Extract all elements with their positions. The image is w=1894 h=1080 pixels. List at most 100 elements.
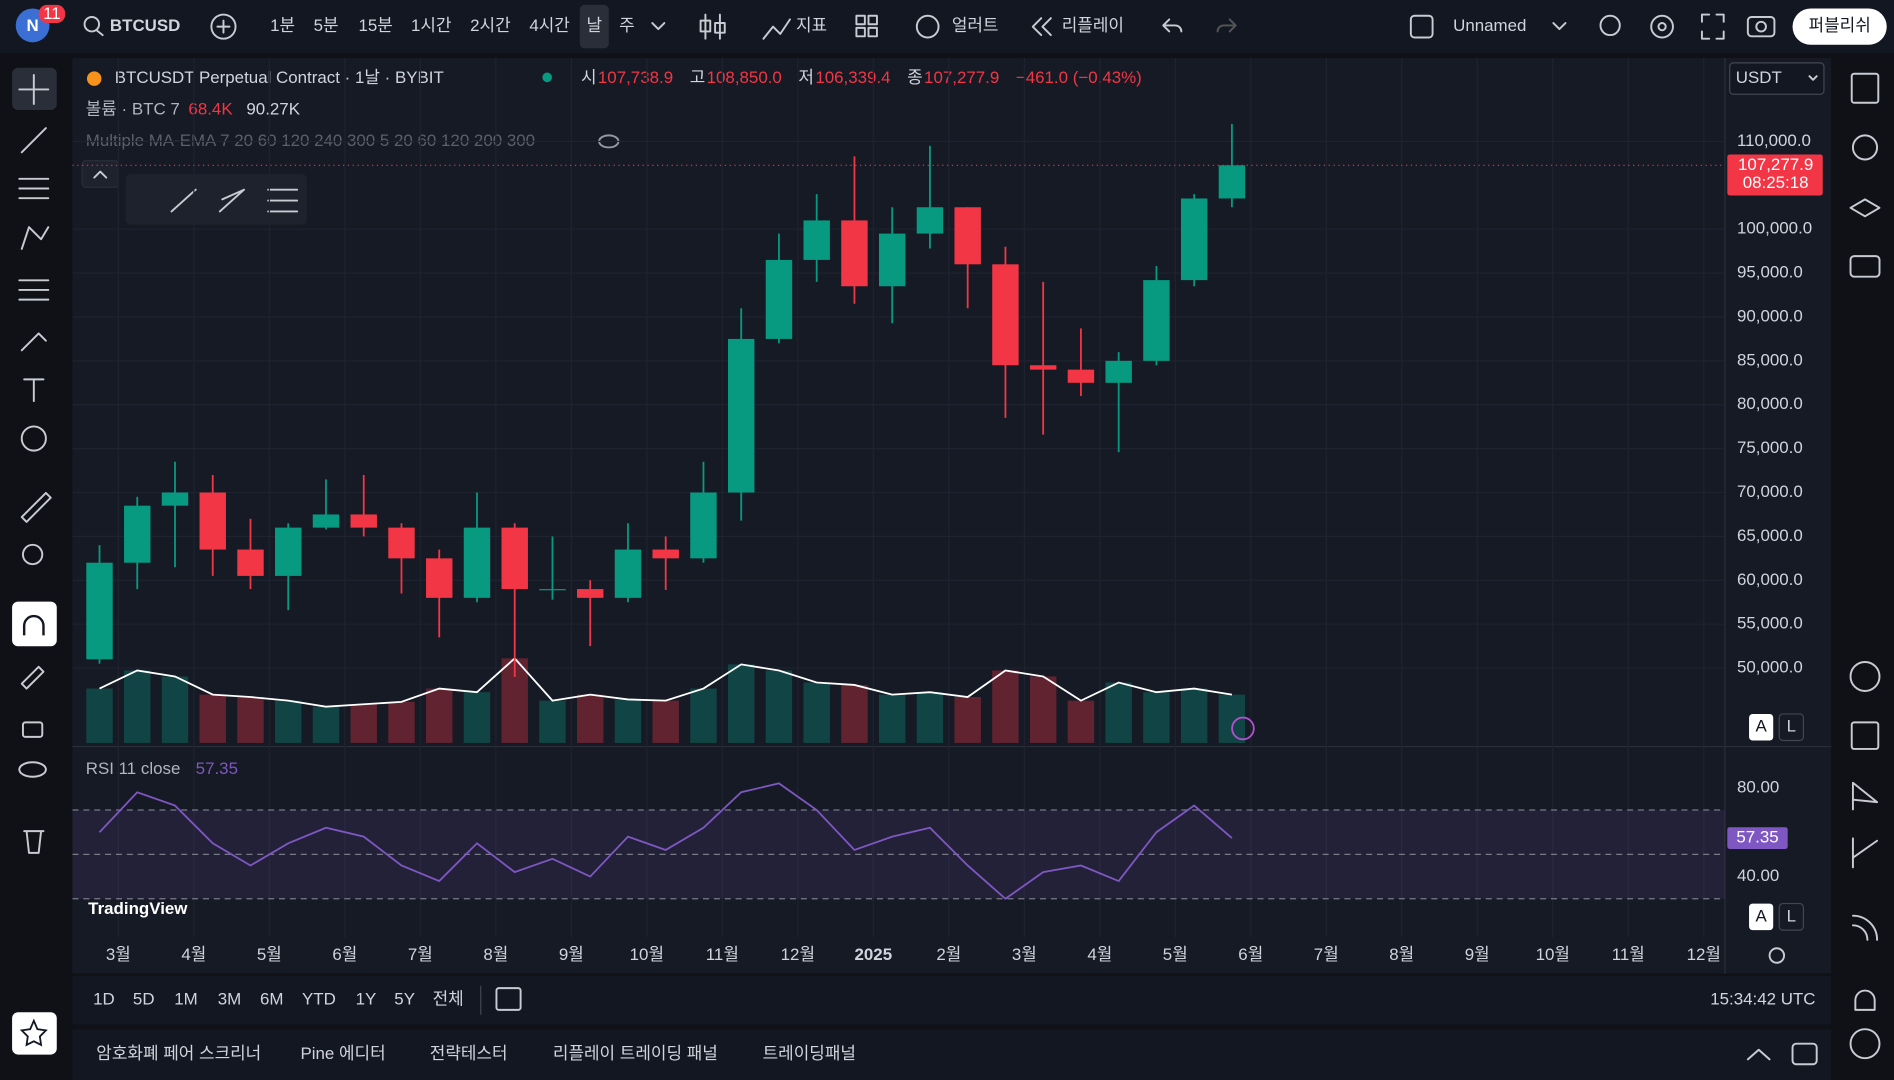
open-value: 107,738.9: [598, 68, 673, 87]
layout-icon[interactable]: [1409, 14, 1434, 39]
alerts-panel[interactable]: [1851, 134, 1879, 161]
notifications[interactable]: [1854, 989, 1876, 1011]
price-tag-label: 107,277.9: [1738, 155, 1813, 174]
magnet-tool[interactable]: [12, 601, 57, 647]
range-button[interactable]: 전체: [433, 990, 464, 1009]
volume-bar: [237, 697, 264, 743]
x-tick-label: 4월: [181, 945, 206, 964]
prediction-tool[interactable]: [18, 279, 50, 301]
interval[interactable]: 4시간: [529, 16, 570, 35]
x-tick-label: 8월: [483, 945, 508, 964]
range-button[interactable]: 3M: [218, 990, 242, 1009]
log-scale[interactable]: [1778, 713, 1805, 742]
draw-mode[interactable]: [20, 665, 45, 690]
panel-tab[interactable]: 트레이딩패널: [763, 1044, 856, 1063]
alerts[interactable]: 얼러트: [952, 16, 999, 35]
help[interactable]: [1849, 1028, 1881, 1060]
indicators-icon[interactable]: [762, 18, 791, 40]
watchlist[interactable]: [1850, 72, 1880, 104]
publish-button[interactable]: [1792, 8, 1887, 45]
range-button[interactable]: YTD: [302, 990, 336, 1009]
candle-body: [803, 220, 830, 260]
interval[interactable]: 1시간: [411, 16, 452, 35]
interval-active[interactable]: [579, 4, 609, 49]
currency: USDT: [1736, 68, 1782, 87]
crosshair-tool[interactable]: [18, 73, 50, 105]
watchlist-star-bg[interactable]: [12, 1012, 57, 1055]
pine[interactable]: [1851, 837, 1879, 869]
volume-bar: [1180, 688, 1208, 743]
hotlist[interactable]: [1851, 781, 1879, 811]
panel-collapse[interactable]: [1746, 1048, 1771, 1061]
interval-menu[interactable]: [651, 22, 666, 31]
panel-tab[interactable]: Pine 에디터: [300, 1044, 385, 1063]
volume-ma-line: [99, 657, 1233, 708]
log-scale[interactable]: [1778, 902, 1805, 931]
interval[interactable]: 15분: [358, 16, 392, 35]
streams[interactable]: [1851, 914, 1879, 941]
quick-search[interactable]: [1599, 14, 1621, 37]
text-tool[interactable]: [23, 378, 45, 403]
candle-body: [199, 492, 226, 550]
fullscreen[interactable]: [1700, 13, 1725, 40]
auto-scale[interactable]: [1749, 713, 1774, 741]
replay[interactable]: 리플레이: [1062, 16, 1124, 35]
range-button[interactable]: 5Y: [394, 990, 415, 1009]
currency-select[interactable]: [1729, 62, 1825, 95]
delete-tool[interactable]: [23, 830, 45, 854]
layout-menu[interactable]: [1552, 22, 1567, 31]
symbol[interactable]: BTCUSD: [110, 16, 180, 35]
lock-tool[interactable]: [21, 721, 44, 738]
event-marker[interactable]: [1231, 716, 1255, 741]
undo[interactable]: [1162, 18, 1183, 33]
calendar[interactable]: [1850, 721, 1880, 750]
indicators[interactable]: 지표: [796, 16, 827, 35]
axis-settings[interactable]: [1768, 947, 1786, 964]
search-icon[interactable]: [83, 16, 101, 33]
drawing-toolbar-icons[interactable]: [170, 188, 299, 213]
layout-name[interactable]: Unnamed: [1453, 16, 1526, 35]
replay-icon[interactable]: [1031, 17, 1052, 37]
range-button[interactable]: 1D: [93, 990, 115, 1009]
y-tick-label: 80.00: [1737, 777, 1779, 796]
hide-tool[interactable]: [18, 761, 47, 778]
range-button[interactable]: 1M: [174, 990, 198, 1009]
interval[interactable]: 주: [619, 16, 635, 35]
pattern-tool[interactable]: [20, 226, 50, 250]
collapse-legend[interactable]: [81, 160, 119, 188]
panel-tab[interactable]: 전략테스터: [430, 1044, 508, 1063]
redo[interactable]: [1216, 18, 1237, 33]
zoom-tool[interactable]: [21, 543, 44, 566]
snapshot[interactable]: [1746, 16, 1776, 38]
interval[interactable]: 1분: [270, 16, 295, 35]
publish-label: 퍼블리쉬: [1809, 16, 1871, 35]
rsi-tag: [1727, 827, 1788, 849]
panel-tab[interactable]: 리플레이 트레이딩 패널: [553, 1044, 718, 1063]
screener[interactable]: [1849, 661, 1881, 692]
range-button[interactable]: 5D: [133, 990, 155, 1009]
interval[interactable]: 날: [587, 16, 603, 35]
interval[interactable]: 2시간: [470, 16, 511, 35]
layouts-icon[interactable]: [855, 14, 866, 26]
object-tree[interactable]: [1849, 198, 1881, 218]
auto-scale[interactable]: [1749, 903, 1774, 931]
measure-tool[interactable]: [20, 491, 52, 523]
emoji-tool[interactable]: [20, 425, 47, 452]
trendline-tool[interactable]: [20, 127, 47, 154]
range-button[interactable]: 1Y: [356, 990, 377, 1009]
add-symbol[interactable]: [210, 13, 237, 40]
panel-tab[interactable]: 암호화폐 페어 스크리너: [96, 1044, 261, 1063]
interval[interactable]: 5분: [314, 16, 339, 35]
settings[interactable]: [1650, 14, 1674, 39]
x-tick-label: 10월: [630, 945, 664, 964]
panel-maximize[interactable]: [1791, 1042, 1818, 1066]
chats[interactable]: [1849, 255, 1881, 278]
chart-type[interactable]: [704, 13, 721, 40]
rsi-title: RSI 11 close: [86, 759, 181, 778]
range-button[interactable]: 6M: [260, 990, 284, 1009]
date-range[interactable]: [495, 987, 522, 1011]
y-tick-label: 75,000.0: [1737, 438, 1803, 457]
fib-tool[interactable]: [18, 177, 50, 200]
alert-icon[interactable]: [915, 14, 940, 39]
brush-tool[interactable]: [20, 332, 47, 352]
